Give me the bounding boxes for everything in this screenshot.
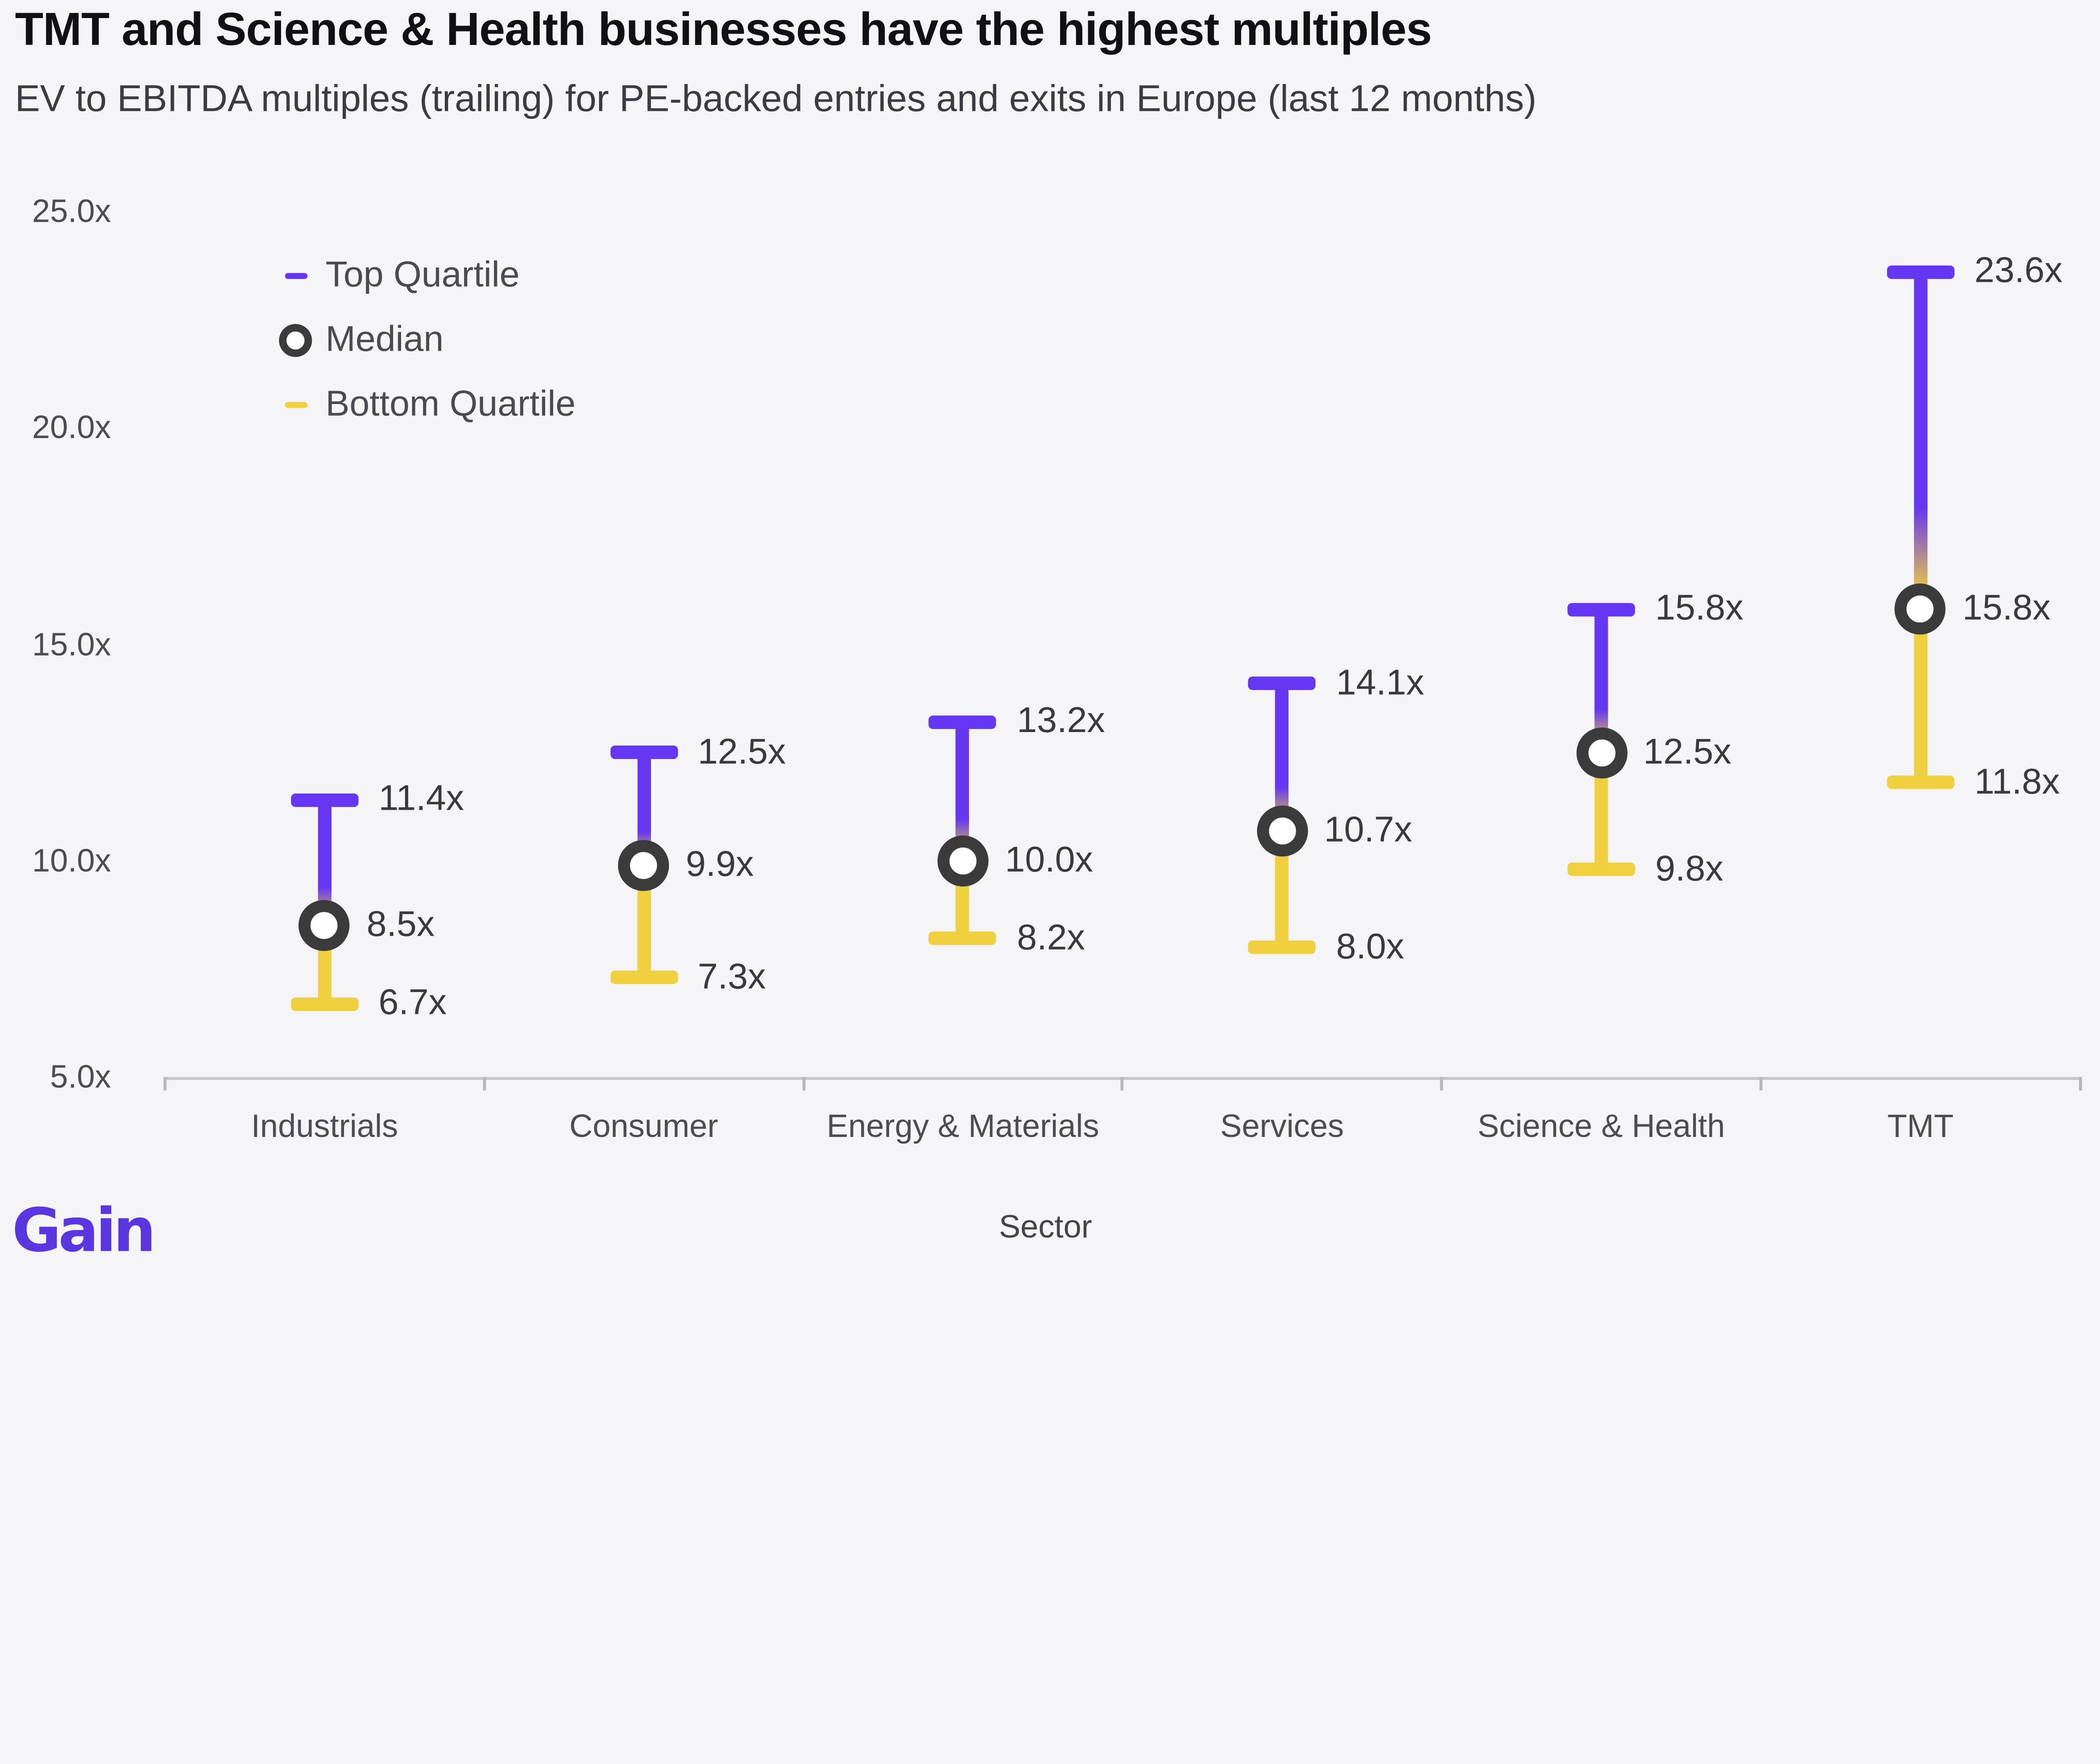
top-quartile-cap [291,793,359,807]
bottom-quartile-cap [610,971,678,984]
y-tick-label: 25.0x [32,193,111,229]
bottom-quartile-value-label: 8.0x [1336,926,1404,967]
x-tick-label: Science & Health [1478,1108,1725,1144]
top-quartile-value-label: 13.2x [1017,701,1105,742]
median-marker [937,835,989,887]
median-value-label: 8.5x [366,905,435,945]
bottom-quartile-value-label: 11.8x [1974,761,2060,803]
bottom-quartile-cap [1887,776,1954,790]
bottom-quartile-stem [1914,609,1927,783]
median-marker [618,840,669,891]
legend: Top Quartile Median Bottom Quartile [278,243,576,437]
median-marker [299,900,350,951]
median-value-label: 9.9x [685,844,754,885]
gain-logo: Gain [12,1197,156,1266]
top-quartile-cap [1248,676,1316,690]
y-tick-label: 20.0x [32,410,111,446]
bottom-quartile-value-label: 9.8x [1655,848,1724,889]
legend-marker-box [278,401,314,407]
top-quartile-value-label: 23.6x [1974,251,2063,291]
top-quartile-value-label: 11.4x [378,779,464,820]
bottom-quartile-value-label: 6.7x [378,982,447,1024]
median-value-label: 12.5x [1643,731,1732,772]
y-tick-label: 15.0x [32,626,111,662]
chart-stage: TMT and Science & Health businesses have… [12,3,2082,1266]
x-axis-tick [2078,1077,2082,1090]
median-marker [1256,805,1308,856]
x-tick-label: TMT [1887,1108,1954,1144]
top-quartile-value-label: 14.1x [1336,662,1424,703]
legend-marker-box [278,323,314,357]
x-axis-tick [483,1077,486,1090]
chart-title: TMT and Science & Health businesses have… [15,3,1432,56]
top-quartile-dash-icon [284,272,307,278]
x-tick-label: Services [1220,1108,1344,1144]
median-marker [1575,727,1627,778]
median-value-label: 15.8x [1962,588,2051,629]
plot-area: 25.0x 20.0x 15.0x 10.0x 5.0x Industrials Consu… [32,193,2082,1144]
chart-subtitle: EV to EBITDA multiples (trailing) for PE… [15,78,1537,120]
x-tick-label: Energy & Materials [827,1108,1100,1144]
top-quartile-value-label: 12.5x [698,731,786,772]
y-tick-label: 10.0x [32,843,111,879]
legend-item-bottom-quartile: Bottom Quartile [278,372,576,437]
bottom-quartile-dash-icon [284,401,307,407]
bottom-quartile-value-label: 8.2x [1017,918,1085,958]
bottom-quartile-cap [929,932,997,946]
top-quartile-value-label: 15.8x [1655,588,1743,629]
bottom-quartile-cap [291,997,359,1011]
legend-marker-box [278,272,314,278]
median-ring-icon [279,323,312,357]
top-quartile-cap [929,715,997,729]
top-quartile-cap [1567,603,1635,617]
bottom-quartile-cap [1567,863,1635,877]
x-axis-tick [1121,1077,1124,1090]
x-axis-tick [163,1077,167,1090]
median-value-label: 10.7x [1324,809,1412,850]
x-tick-label: Industrials [251,1108,398,1144]
top-quartile-cap [610,746,678,759]
x-tick-label: Consumer [569,1108,718,1144]
legend-label: Bottom Quartile [326,383,576,424]
x-axis-title: Sector [999,1209,1092,1245]
median-value-label: 10.0x [1005,840,1093,880]
y-tick-label: 5.0x [50,1059,111,1095]
legend-label: Top Quartile [326,254,520,295]
bottom-quartile-cap [1248,940,1316,954]
x-axis-tick [1759,1077,1763,1090]
legend-label: Median [326,318,444,360]
median-marker [1895,584,1946,635]
x-axis-tick [1440,1077,1444,1090]
legend-item-median: Median [278,307,576,372]
legend-item-top-quartile: Top Quartile [278,243,576,308]
top-quartile-stem [1914,272,1927,610]
x-axis-tick [802,1077,805,1090]
bottom-quartile-value-label: 7.3x [698,956,766,998]
top-quartile-cap [1887,265,1954,279]
